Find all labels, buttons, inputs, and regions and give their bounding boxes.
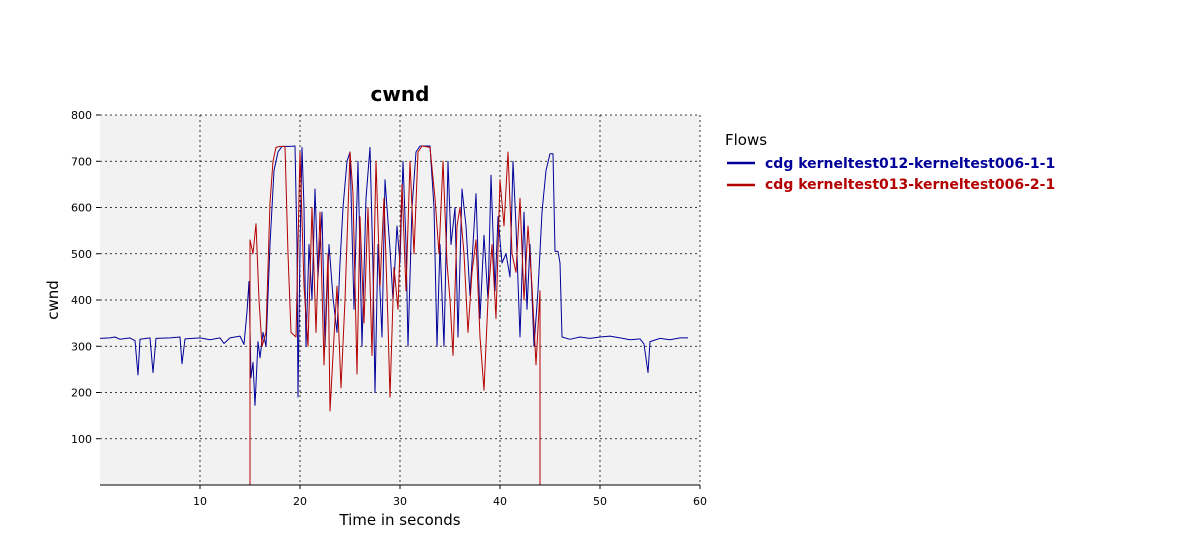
y-tick-label: 700 (71, 155, 92, 168)
y-tick-label: 500 (71, 248, 92, 261)
x-tick-label: 50 (593, 495, 607, 508)
x-tick-label: 30 (393, 495, 407, 508)
grid-lines (100, 114, 701, 485)
y-tick-label: 200 (71, 387, 92, 400)
legend-label-flow-1: cdg kerneltest012-kerneltest006-1-1 (765, 156, 1055, 172)
x-axis-label: Time in seconds (338, 511, 460, 529)
y-tick-label: 600 (71, 202, 92, 215)
y-tick-label: 100 (71, 433, 92, 446)
x-tick-label: 40 (493, 495, 507, 508)
axes (96, 114, 701, 489)
series-lines (99, 145, 700, 486)
x-tick-label: 10 (193, 495, 207, 508)
y-tick-label: 800 (71, 109, 92, 122)
y-tick-label: 300 (71, 340, 92, 353)
legend-label-flow-2: cdg kerneltest013-kerneltest006-2-1 (765, 177, 1055, 193)
series-line-flow-2 (100, 145, 700, 486)
x-tick-label: 60 (693, 495, 707, 508)
chart-title: cwnd (371, 82, 430, 106)
x-tick-label: 20 (293, 495, 307, 508)
y-axis-label: cwnd (44, 280, 62, 320)
tick-labels: 10 20 30 40 50 60 100 200 300 400 500 600 700 800 (71, 109, 707, 508)
series-line-flow-1 (99, 145, 688, 406)
legend: Flows cdg kerneltest012-kerneltest006-1-… (725, 131, 1055, 193)
y-tick-label: 400 (71, 294, 92, 307)
legend-title: Flows (725, 131, 767, 149)
